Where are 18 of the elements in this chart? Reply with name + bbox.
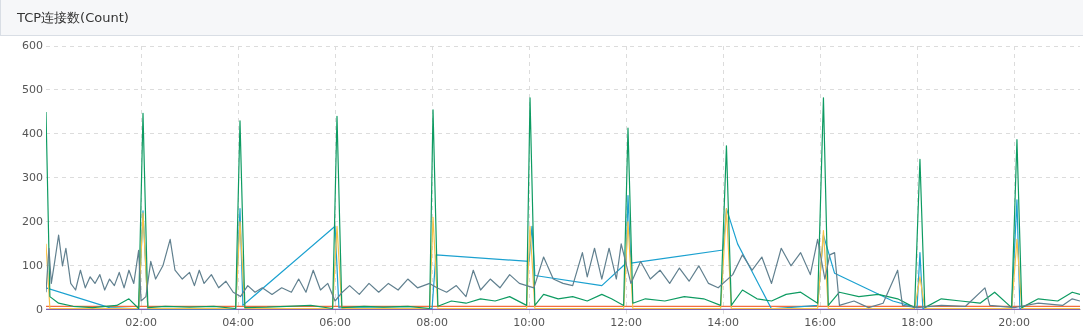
x-tick-label: 08:00 xyxy=(416,316,448,330)
x-tick-label: 14:00 xyxy=(707,316,739,330)
y-tick-label: 100 xyxy=(22,258,43,272)
x-tick-label: 02:00 xyxy=(125,316,157,330)
x-tick-label: 04:00 xyxy=(222,316,254,330)
x-tick-label: 12:00 xyxy=(610,316,642,330)
x-tick-label: 18:00 xyxy=(901,316,933,330)
x-tick-label: 20:00 xyxy=(998,316,1030,330)
x-tick-label: 06:00 xyxy=(319,316,351,330)
y-tick-label: 200 xyxy=(22,214,43,228)
y-tick-label: 300 xyxy=(22,170,43,184)
y-tick-label: 0 xyxy=(36,302,43,316)
y-tick-label: 600 xyxy=(22,38,43,52)
y-tick-label: 500 xyxy=(22,82,43,96)
x-tick-label: 16:00 xyxy=(804,316,836,330)
chart-title: TCP连接数(Count) xyxy=(0,0,1083,36)
y-tick-label: 400 xyxy=(22,126,43,140)
x-tick-label: 10:00 xyxy=(513,316,545,330)
